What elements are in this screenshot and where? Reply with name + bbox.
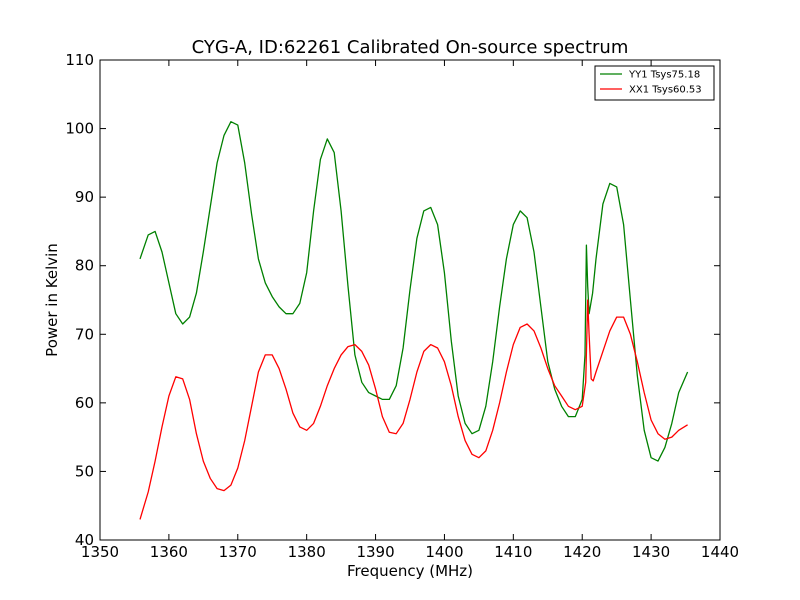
- legend-label-yy1: YY1 Tsys75.18: [628, 70, 700, 81]
- y-tick-label-100: 100: [65, 120, 94, 138]
- x-tick-label-1410: 1410: [494, 543, 532, 561]
- y-axis: 40 50 60 70 80 90 100 110: [65, 51, 720, 549]
- plot-area: [100, 60, 720, 540]
- x-tick-label-1380: 1380: [288, 543, 326, 561]
- y-tick-label-40: 40: [75, 531, 94, 549]
- legend: YY1 Tsys75.18 XX1 Tsys60.53: [594, 65, 715, 101]
- x-tick-label-1390: 1390: [356, 543, 394, 561]
- y-tick-label-50: 50: [75, 462, 94, 480]
- y-axis-label: Power in Kelvin: [43, 243, 61, 357]
- x-axis-label: Frequency (MHz): [347, 562, 473, 580]
- series-line-yy1: [139, 121, 689, 462]
- x-tick-label-1360: 1360: [150, 543, 188, 561]
- y-tick-label-90: 90: [75, 188, 94, 206]
- y-tick-label-80: 80: [75, 257, 94, 275]
- y-tick-label-70: 70: [75, 325, 94, 343]
- series-line-xx1: [139, 299, 688, 520]
- x-tick-label-1440: 1440: [701, 543, 739, 561]
- x-axis: 1350 1360 1370 1380 1390 1400 1410 1420 1430 1440: [81, 60, 739, 561]
- y-tick-label-110: 110: [65, 51, 94, 69]
- x-tick-label-1400: 1400: [425, 543, 463, 561]
- chart-title: CYG-A, ID:62261 Calibrated On-source spe…: [192, 37, 629, 58]
- x-tick-label-1430: 1430: [632, 543, 670, 561]
- x-tick-label-1420: 1420: [563, 543, 601, 561]
- y-tick-label-60: 60: [75, 394, 94, 412]
- legend-label-xx1: XX1 Tsys60.53: [629, 85, 702, 96]
- legend-box: [594, 65, 715, 101]
- series-layer: [139, 121, 689, 520]
- x-tick-label-1370: 1370: [219, 543, 257, 561]
- x-tick-label-1350: 1350: [81, 543, 119, 561]
- plot-frame: [99, 59, 721, 541]
